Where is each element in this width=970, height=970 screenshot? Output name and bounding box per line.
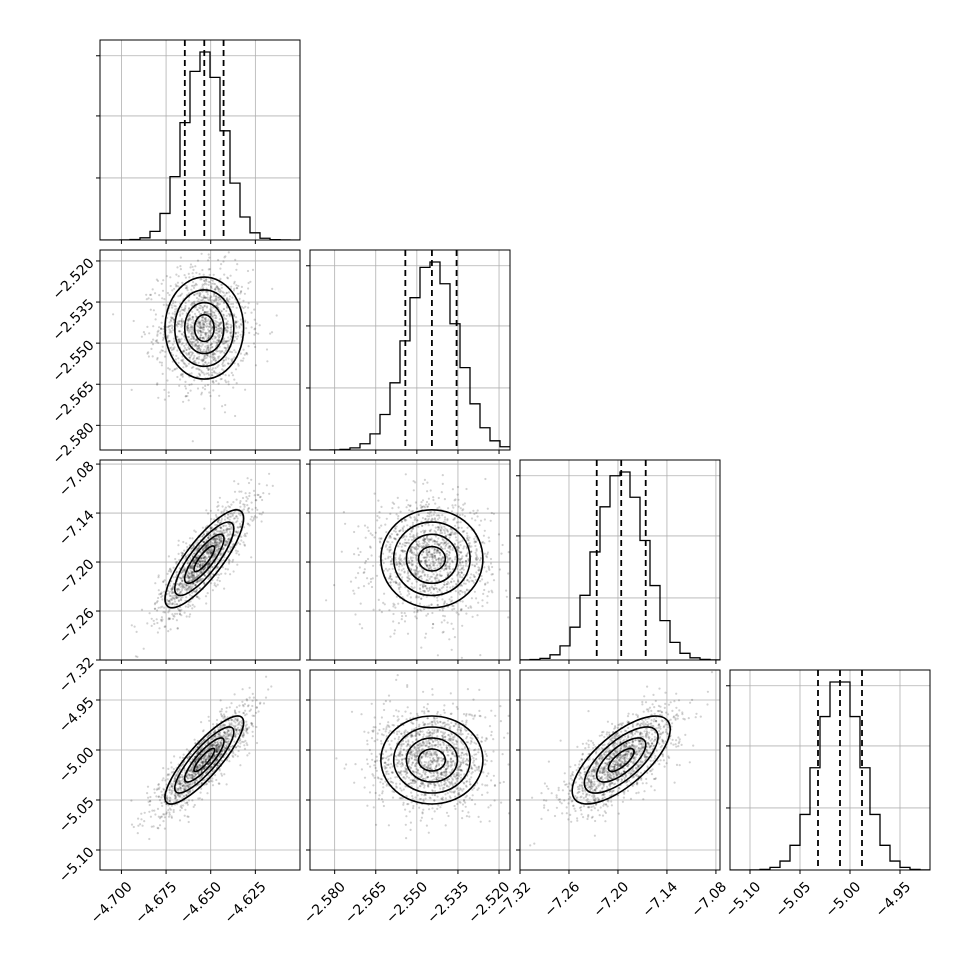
histogram-2 xyxy=(520,471,720,660)
x-tick-label: −7.20 xyxy=(591,879,633,921)
x-tick-label: −2.535 xyxy=(424,879,472,927)
histogram-3 xyxy=(730,681,930,870)
y-tick-label: −2.550 xyxy=(50,337,98,385)
contour-3 xyxy=(571,715,672,805)
panel-content xyxy=(730,670,930,870)
contour-0 xyxy=(193,747,216,773)
contour-2 xyxy=(174,726,235,794)
contour-3 xyxy=(380,715,484,805)
x-tick-label: −7.08 xyxy=(689,879,731,921)
y-tick-label: −2.580 xyxy=(50,420,98,468)
y-tick-label: −7.20 xyxy=(56,556,98,598)
panel-3-1 xyxy=(306,669,511,874)
panel-3-2 xyxy=(516,669,721,874)
panel-3-3 xyxy=(726,669,931,874)
panel-frame xyxy=(99,249,301,451)
y-tick-label: −7.14 xyxy=(56,507,98,549)
panel-2-1 xyxy=(306,459,511,664)
x-tick-label: −2.580 xyxy=(301,879,349,927)
panel-frame xyxy=(309,669,511,871)
x-tick-label: −5.05 xyxy=(773,879,815,921)
y-tick-label: −5.05 xyxy=(56,794,98,836)
panel-content xyxy=(310,670,510,870)
contour-0 xyxy=(193,313,215,343)
panel-2-2 xyxy=(516,459,721,664)
panel-content xyxy=(100,250,300,450)
scatter-points xyxy=(335,674,510,840)
scatter-points xyxy=(529,671,714,847)
contour-1 xyxy=(405,737,459,783)
x-tick-label: −4.625 xyxy=(222,879,270,927)
x-tick-label: −2.550 xyxy=(383,879,431,927)
panel-content xyxy=(100,460,300,660)
y-tick-label: −2.565 xyxy=(50,379,98,427)
x-tick-label: −7.14 xyxy=(640,879,682,921)
contour-1 xyxy=(595,737,647,783)
x-tick-label: −2.565 xyxy=(342,879,390,927)
panel-1-1 xyxy=(306,249,511,454)
contour-0 xyxy=(417,748,447,772)
contour-1 xyxy=(183,301,225,355)
panel-content xyxy=(310,460,510,660)
panel-content xyxy=(520,670,720,870)
panel-content xyxy=(310,250,510,450)
y-tick-label: −5.00 xyxy=(56,744,98,786)
panel-frame xyxy=(729,669,931,871)
panel-frame xyxy=(519,459,721,661)
histogram-1 xyxy=(310,261,510,450)
scatter-points xyxy=(112,251,278,443)
x-tick-label: −5.10 xyxy=(723,879,765,921)
panel-2-0 xyxy=(96,459,301,664)
contour-2 xyxy=(174,521,235,597)
contour-2 xyxy=(174,289,235,368)
x-tick-label: −4.95 xyxy=(873,879,915,921)
contour-1 xyxy=(183,533,225,585)
contour-1 xyxy=(183,737,225,783)
contour-0 xyxy=(607,747,635,773)
contour-3 xyxy=(164,276,245,380)
panel-frame xyxy=(99,39,301,241)
y-tick-label: −2.535 xyxy=(50,296,98,344)
panel-frame xyxy=(99,459,301,661)
panel-3-0 xyxy=(96,669,301,874)
x-tick-label: −4.675 xyxy=(132,879,180,927)
contour-3 xyxy=(380,508,484,609)
panel-frame xyxy=(99,669,301,871)
contour-0 xyxy=(193,545,216,573)
contour-3 xyxy=(164,715,245,805)
x-tick-label: −5.00 xyxy=(823,879,865,921)
y-tick-label: −2.520 xyxy=(50,255,98,303)
contour-2 xyxy=(583,726,659,794)
x-tick-label: −4.650 xyxy=(177,879,225,927)
panel-0-0 xyxy=(96,39,301,244)
panel-frame xyxy=(309,459,511,661)
panel-content xyxy=(100,40,300,240)
scatter-points xyxy=(130,472,274,659)
contour-0 xyxy=(417,545,447,572)
contour-1 xyxy=(405,533,459,585)
panel-frame xyxy=(519,669,721,871)
y-tick-label: −5.10 xyxy=(56,844,98,886)
contour-2 xyxy=(392,726,471,794)
panel-content xyxy=(100,670,300,870)
contour-3 xyxy=(164,509,245,609)
y-tick-label: −7.26 xyxy=(56,605,98,647)
x-tick-label: −7.26 xyxy=(542,879,584,921)
y-tick-label: −4.95 xyxy=(56,694,98,736)
panel-content xyxy=(520,460,720,660)
panel-1-0 xyxy=(96,249,301,454)
histogram-0 xyxy=(100,51,300,240)
panel-frame xyxy=(309,249,511,451)
y-tick-label: −7.32 xyxy=(56,654,98,696)
x-tick-label: −4.700 xyxy=(88,879,136,927)
contour-2 xyxy=(392,521,471,597)
